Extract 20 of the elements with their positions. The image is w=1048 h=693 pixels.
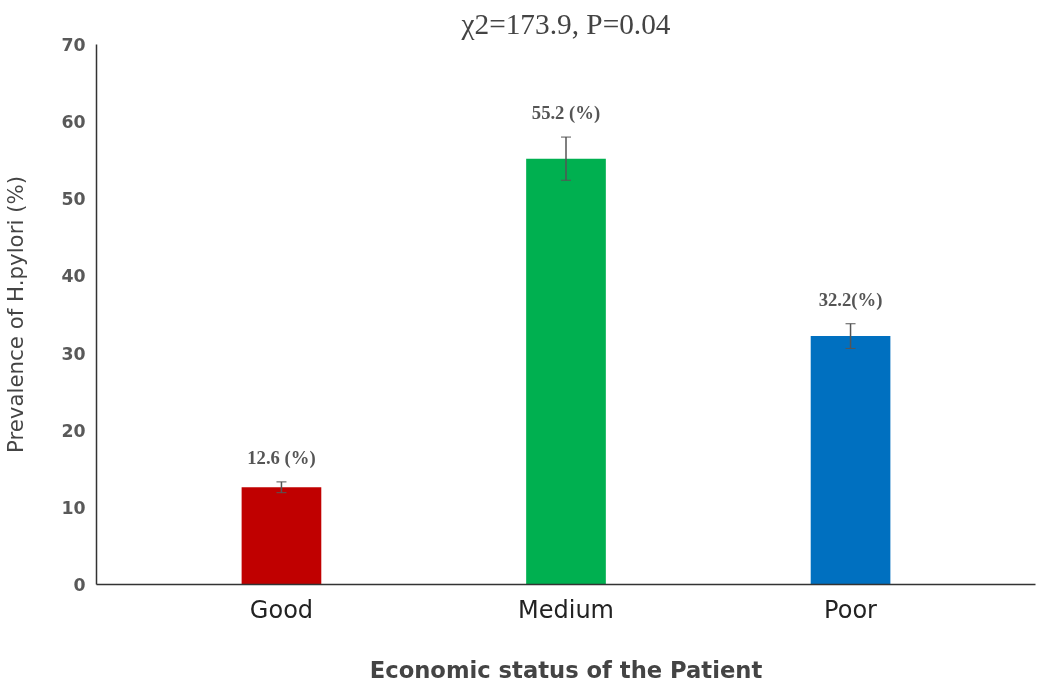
- y-tick-label: 70: [61, 35, 86, 55]
- bar: [241, 487, 322, 585]
- chart-title: χ2=173.9, P=0.04: [460, 7, 671, 40]
- data-label: 32.2(%): [818, 288, 883, 311]
- y-tick-label: 40: [61, 266, 86, 287]
- y-tick-label: 10: [61, 497, 86, 518]
- y-tick-label: 0: [73, 575, 86, 595]
- y-tick-label: 50: [61, 189, 86, 210]
- x-tick-label: Poor: [824, 595, 878, 624]
- y-tick-label: 60: [61, 112, 86, 133]
- data-label: 55.2 (%): [531, 102, 601, 125]
- x-tick-label: Good: [249, 595, 314, 624]
- bar: [810, 336, 891, 585]
- y-tick-label: 20: [61, 420, 86, 441]
- x-tick-label: Medium: [518, 595, 614, 624]
- data-label: 12.6 (%): [247, 446, 316, 469]
- bar: [526, 158, 606, 585]
- y-tick-label: 30: [61, 343, 86, 364]
- x-axis-title: Economic status of the Patient: [369, 656, 763, 683]
- y-axis-title: Prevalence of H.pylori (%): [3, 175, 29, 454]
